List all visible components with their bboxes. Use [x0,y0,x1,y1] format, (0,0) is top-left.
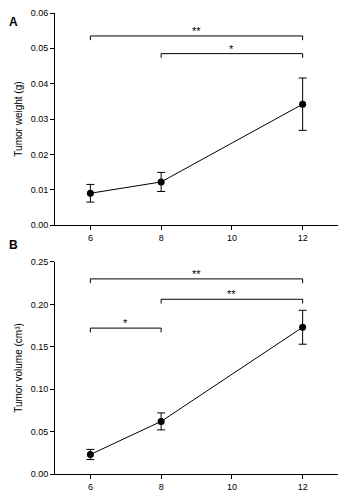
svg-text:0.25: 0.25 [31,257,49,267]
svg-text:0.00: 0.00 [31,220,49,230]
svg-text:**: ** [192,25,201,37]
svg-text:0.01: 0.01 [31,185,49,195]
svg-text:12: 12 [298,233,308,243]
svg-text:6: 6 [88,482,93,492]
svg-text:*: * [123,317,128,329]
svg-text:12: 12 [298,482,308,492]
svg-text:0.06: 0.06 [31,8,49,18]
svg-text:**: ** [227,288,236,300]
svg-text:0.05: 0.05 [31,427,49,437]
svg-text:0.02: 0.02 [31,150,49,160]
svg-text:*: * [229,43,234,55]
svg-text:10: 10 [227,233,237,243]
svg-text:0.04: 0.04 [31,79,49,89]
svg-text:A: A [9,15,18,29]
svg-text:10: 10 [227,482,237,492]
svg-text:Tumor volume (cm³): Tumor volume (cm³) [13,323,24,413]
svg-text:0.00: 0.00 [31,469,49,479]
svg-text:8: 8 [159,482,164,492]
svg-text:0.20: 0.20 [31,300,49,310]
svg-text:8: 8 [159,233,164,243]
svg-text:Tumor weight (g): Tumor weight (g) [13,81,24,156]
svg-text:0.15: 0.15 [31,342,49,352]
svg-text:0.10: 0.10 [31,384,49,394]
svg-text:0.03: 0.03 [31,114,49,124]
svg-text:6: 6 [88,233,93,243]
svg-text:0.05: 0.05 [31,43,49,53]
svg-text:**: ** [192,268,201,280]
svg-text:B: B [9,238,18,252]
